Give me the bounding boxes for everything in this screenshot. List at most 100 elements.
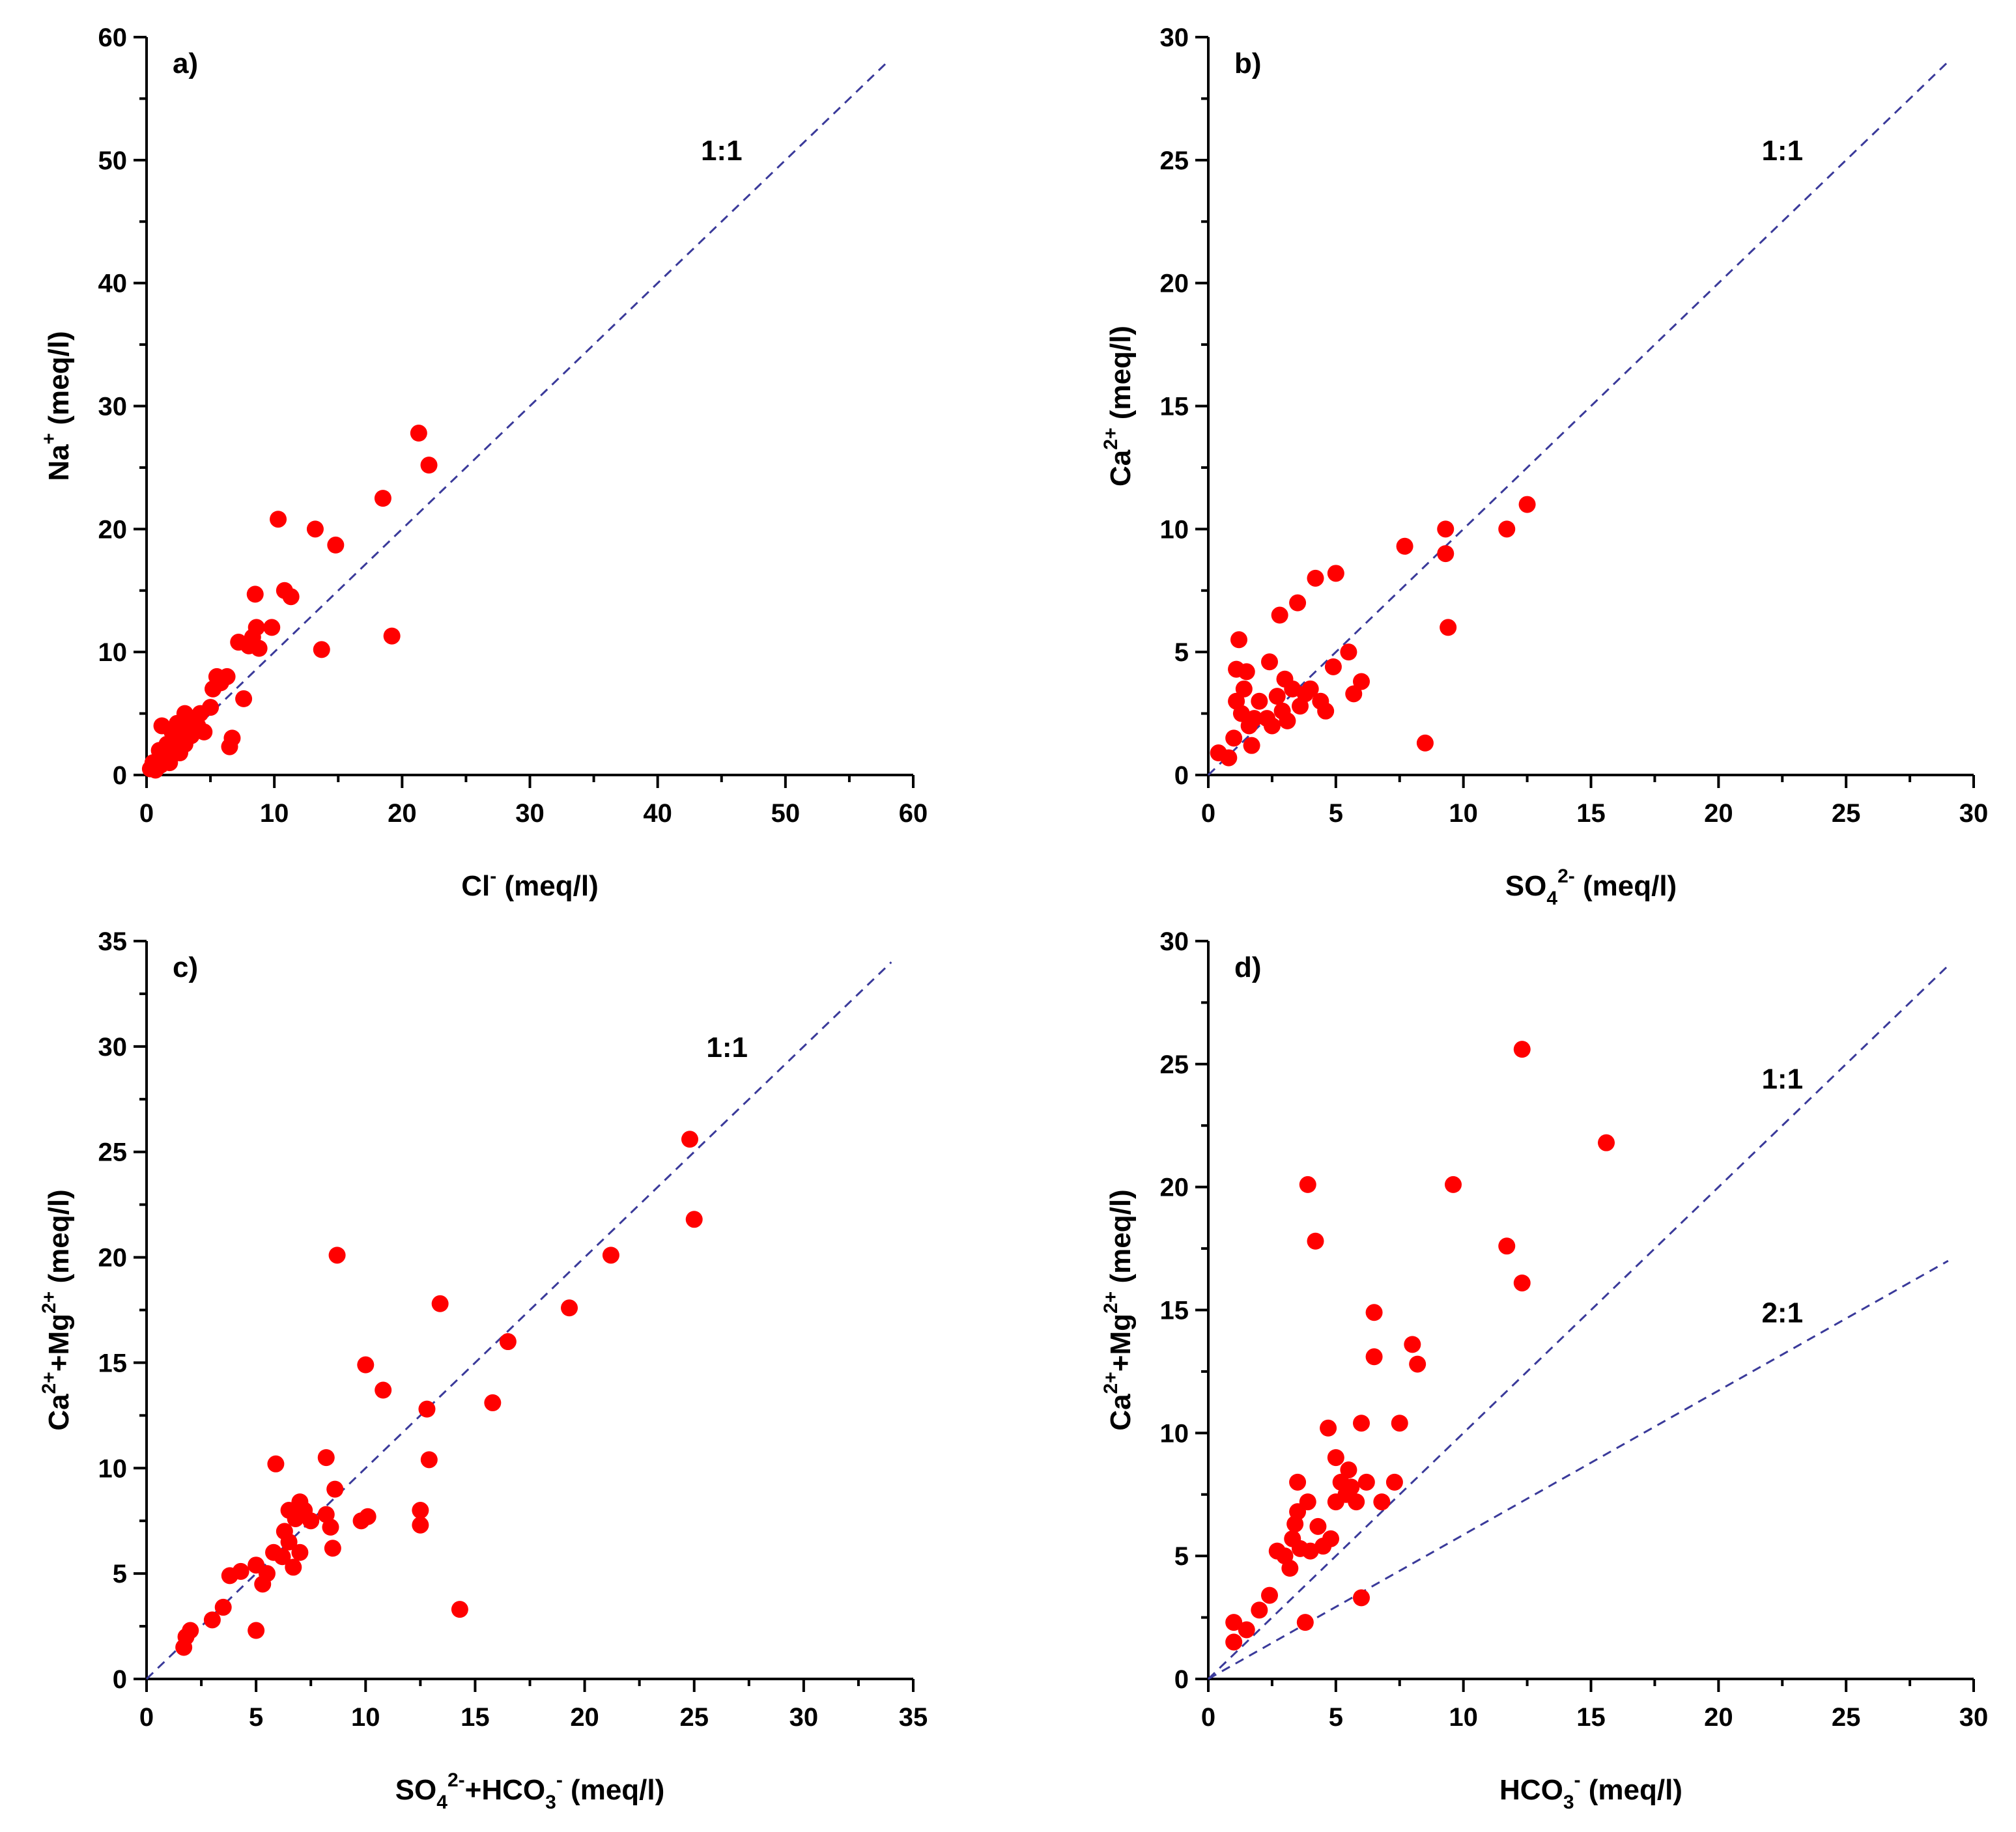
y-tick-label-p0: 10 (98, 638, 128, 667)
data-point-p1 (1271, 606, 1288, 624)
data-point-p3 (1513, 1274, 1531, 1291)
x-tick-label-p0: 20 (388, 799, 417, 828)
data-point-p3 (1340, 1461, 1357, 1478)
ratio-label-p1-0: 1:1 (1761, 135, 1803, 167)
data-point-p2 (420, 1451, 438, 1469)
data-point-p2 (280, 1533, 298, 1551)
data-point-p1 (1437, 545, 1455, 563)
x-tick-label-p2: 0 (139, 1703, 154, 1732)
panel-label-p1: b) (1234, 48, 1262, 79)
x-tick-label-p2: 30 (789, 1703, 819, 1732)
data-point-p3 (1225, 1614, 1243, 1631)
x-tick-label-p1: 0 (1201, 799, 1215, 828)
data-point-p2 (248, 1622, 265, 1639)
y-tick-label-p0: 40 (98, 270, 128, 298)
panel-b: 0 5 10 15 20 25 30 0 5 10 15 20 25 30 1:1 b) SO42- (meq/… (1100, 23, 1988, 909)
data-point-p3 (1307, 1232, 1324, 1250)
y-tick-label-p3: 5 (1174, 1542, 1189, 1571)
x-tick-label-p3: 5 (1329, 1703, 1343, 1732)
data-point-p0 (327, 536, 345, 554)
panel-a: 0 10 20 30 40 50 60 0 10 20 30 40 50 60 1:1 a) Cl- (meq/… (38, 23, 928, 902)
y-tick-label-p2: 20 (98, 1244, 128, 1273)
data-point-p2 (274, 1548, 291, 1566)
x-tick-label-p2: 5 (249, 1703, 263, 1732)
x-tick-label-p2: 25 (679, 1703, 709, 1732)
x-tick-label-p1: 15 (1576, 799, 1606, 828)
x-tick-label-p3: 0 (1201, 1703, 1215, 1732)
y-tick-label-p1: 0 (1174, 761, 1189, 790)
data-point-p0 (374, 490, 391, 507)
x-tick-label-p1: 20 (1704, 799, 1733, 828)
data-point-p0 (270, 511, 287, 528)
ref-line-p1-0 (1207, 61, 1949, 776)
data-point-p2 (324, 1540, 341, 1557)
data-point-p3 (1299, 1493, 1316, 1511)
data-point-p3 (1348, 1493, 1365, 1511)
data-point-p3 (1391, 1415, 1408, 1432)
x-tick-label-p0: 0 (139, 799, 154, 828)
data-point-p3 (1301, 1542, 1319, 1560)
data-point-p3 (1353, 1415, 1370, 1432)
data-point-p3 (1322, 1530, 1339, 1547)
data-point-p3 (1251, 1601, 1268, 1619)
data-point-p2 (214, 1598, 232, 1616)
data-point-p1 (1232, 705, 1250, 722)
data-point-p3 (1357, 1473, 1375, 1491)
data-point-p2 (326, 1480, 344, 1498)
data-point-p1 (1498, 520, 1516, 538)
data-point-p2 (451, 1601, 468, 1618)
data-point-p3 (1309, 1517, 1327, 1535)
data-point-p2 (499, 1333, 517, 1351)
data-point-p0 (218, 668, 236, 685)
y-tick-label-p0: 0 (113, 761, 127, 790)
data-point-p0 (420, 457, 438, 474)
y-axis-label-p2: Ca2++Mg2+ (meq/l) (38, 1189, 75, 1430)
data-point-p2 (681, 1131, 698, 1148)
data-point-p2 (431, 1295, 449, 1312)
panel-d: 0 5 10 15 20 25 30 0 5 10 15 20 25 30 1:1 2:1 d) HCO3- (m… (1100, 927, 1988, 1813)
x-tick-label-p3: 10 (1449, 1703, 1478, 1732)
x-tick-label-p2: 10 (351, 1703, 380, 1732)
x-tick-label-p0: 60 (899, 799, 928, 828)
data-point-p2 (357, 1356, 375, 1374)
data-point-p3 (1261, 1586, 1278, 1604)
data-point-p2 (285, 1558, 302, 1576)
y-tick-label-p2: 25 (98, 1138, 128, 1167)
data-point-p3 (1225, 1633, 1243, 1651)
y-tick-label-p2: 10 (98, 1454, 128, 1483)
y-tick-label-p1: 25 (1160, 147, 1189, 175)
data-point-p1 (1268, 688, 1286, 705)
data-point-p1 (1301, 680, 1319, 698)
ref-line-p3-0 (1207, 965, 1949, 1680)
y-tick-label-p1: 10 (1160, 515, 1189, 544)
y-tick-label-p2: 30 (98, 1033, 128, 1062)
data-point-p2 (258, 1565, 276, 1583)
y-tick-label-p3: 30 (1160, 927, 1189, 956)
data-point-p3 (1498, 1237, 1516, 1255)
x-axis-label-p0: Cl- (meq/l) (461, 866, 598, 902)
data-point-p0 (223, 729, 241, 747)
y-tick-label-p0: 50 (98, 147, 128, 175)
x-tick-label-p1: 30 (1959, 799, 1989, 828)
data-point-p1 (1261, 653, 1278, 671)
data-point-p3 (1598, 1134, 1615, 1151)
x-tick-label-p1: 10 (1449, 799, 1478, 828)
x-tick-label-p3: 25 (1832, 1703, 1861, 1732)
data-point-p3 (1327, 1449, 1344, 1467)
x-axis-label-p2: SO42-+HCO3- (meq/l) (395, 1769, 665, 1813)
data-point-p1 (1238, 663, 1255, 681)
y-tick-label-p1: 30 (1160, 23, 1189, 52)
y-axis-label-p3: Ca2++Mg2+ (meq/l) (1100, 1189, 1137, 1430)
data-point-p2 (359, 1508, 376, 1525)
x-tick-label-p0: 30 (515, 799, 545, 828)
data-point-p0 (246, 585, 264, 603)
x-tick-label-p2: 15 (461, 1703, 490, 1732)
x-tick-label-p0: 10 (260, 799, 289, 828)
data-point-p3 (1289, 1473, 1307, 1491)
data-point-p1 (1263, 717, 1281, 735)
y-tick-label-p0: 30 (98, 393, 128, 421)
data-point-p3 (1385, 1473, 1403, 1491)
data-point-p3 (1296, 1614, 1314, 1631)
ratio-label-p0-0: 1:1 (701, 135, 743, 167)
